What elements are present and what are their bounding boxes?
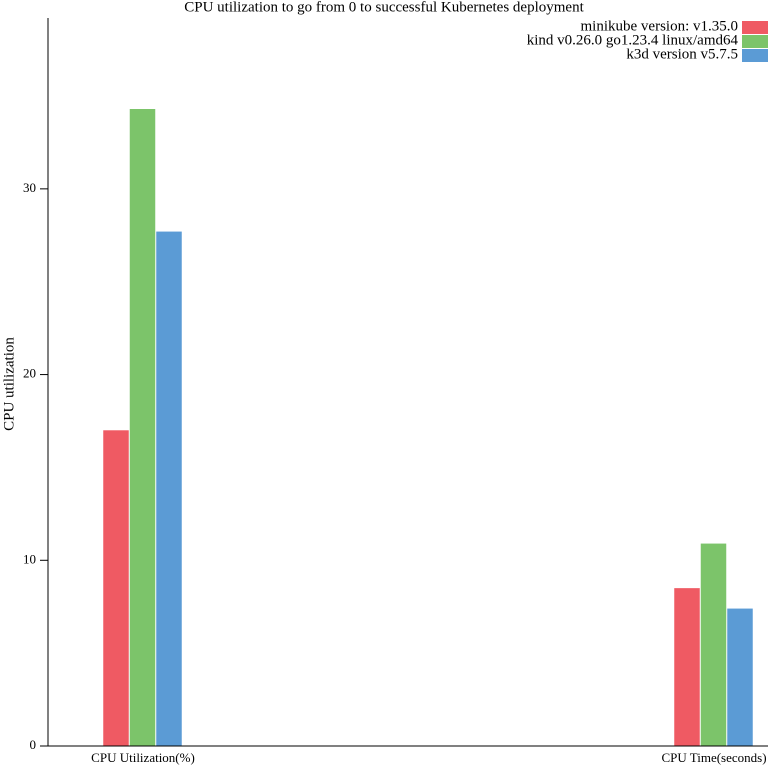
y-tick-label: 20 bbox=[23, 366, 36, 381]
bar bbox=[129, 109, 156, 746]
chart-title: CPU utilization to go from 0 to successf… bbox=[184, 0, 584, 15]
legend-swatch bbox=[742, 35, 768, 48]
bar bbox=[103, 430, 129, 746]
legend-swatch bbox=[742, 21, 768, 34]
y-axis-label: CPU utilization bbox=[1, 337, 17, 431]
legend-label: kind v0.26.0 go1.23.4 linux/amd64 bbox=[527, 32, 739, 48]
bar bbox=[156, 231, 182, 747]
bar bbox=[727, 608, 753, 746]
y-tick-label: 10 bbox=[23, 551, 36, 566]
legend-swatch bbox=[742, 49, 768, 62]
bar bbox=[700, 543, 727, 746]
x-tick-label: CPU Time(seconds) bbox=[661, 750, 766, 765]
bar bbox=[674, 588, 700, 746]
y-tick-label: 30 bbox=[23, 180, 36, 195]
y-tick-label: 0 bbox=[30, 737, 37, 752]
legend-label: minikube version: v1.35.0 bbox=[581, 18, 739, 34]
legend-label: k3d version v5.7.5 bbox=[626, 46, 738, 62]
x-tick-label: CPU Utilization(%) bbox=[91, 750, 195, 765]
